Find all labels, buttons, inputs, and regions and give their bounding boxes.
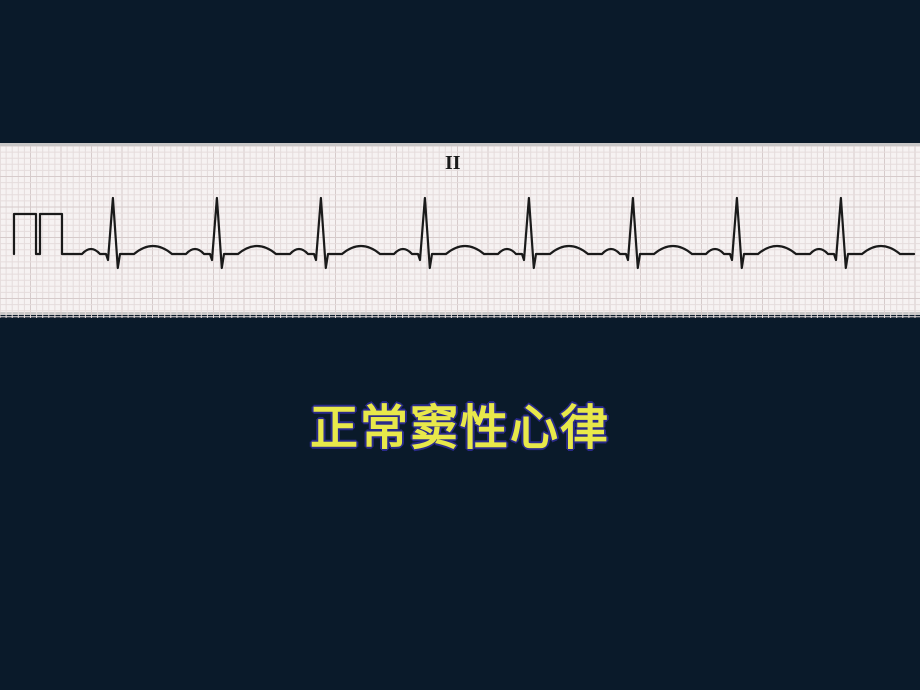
ecg-strip-panel: II: [0, 143, 920, 315]
caption-container: 正常窦性心律: [0, 388, 920, 458]
slide-caption: 正常窦性心律: [310, 388, 610, 458]
slide: II 正常窦性心律: [0, 0, 920, 690]
lead-label: II: [445, 152, 461, 175]
